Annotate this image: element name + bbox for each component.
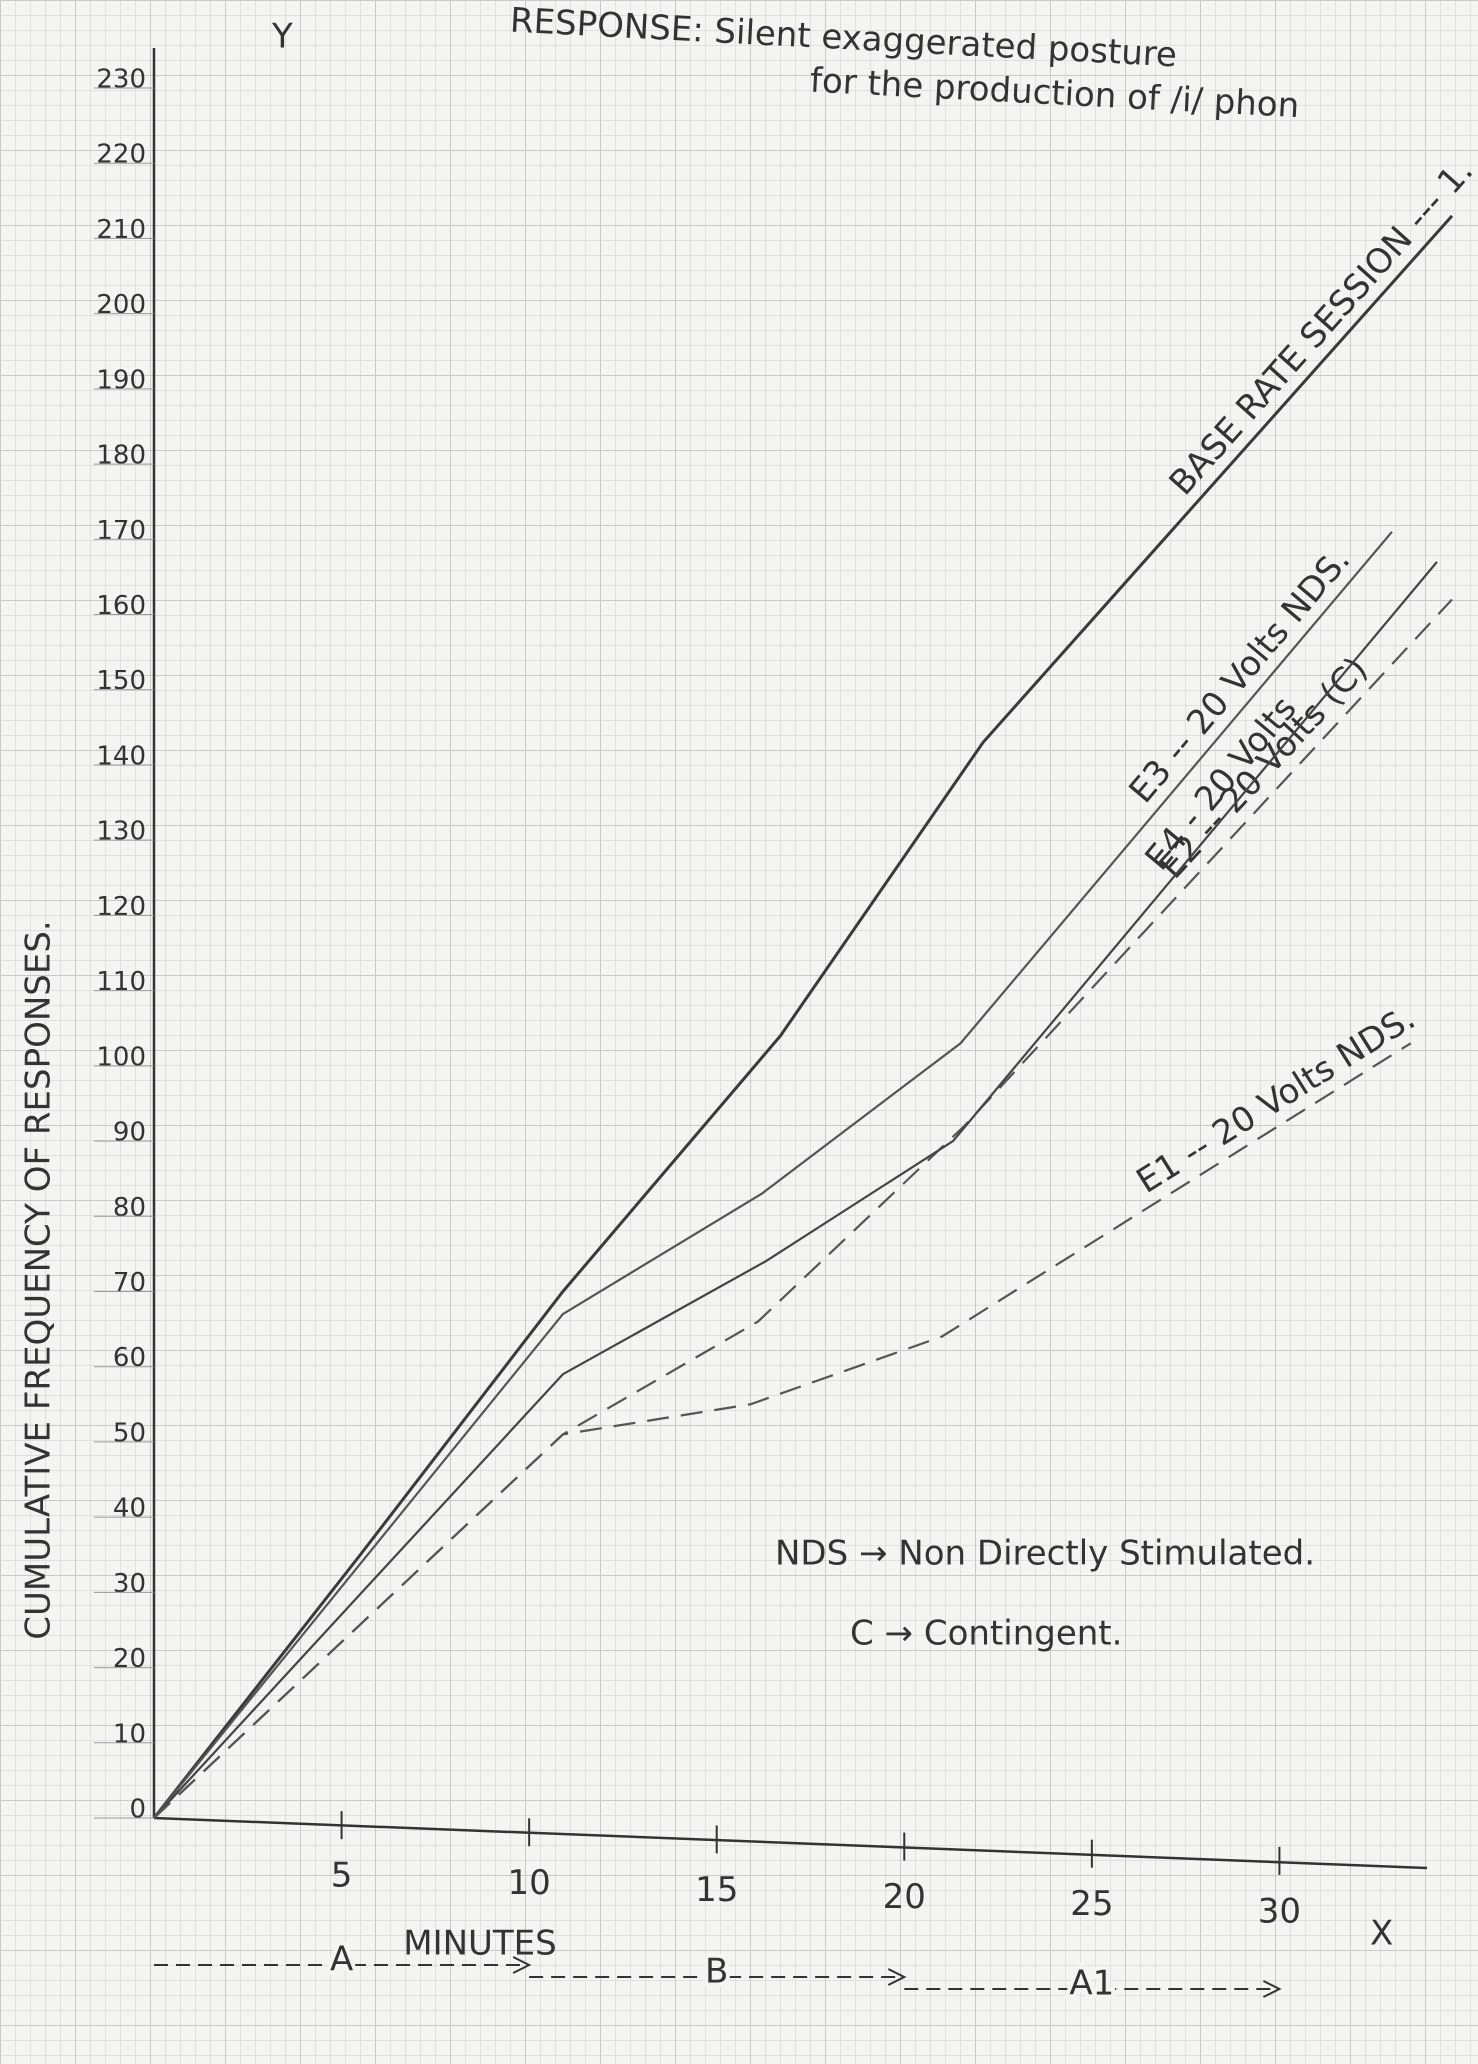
x-tick-label: 20 (883, 1877, 926, 1917)
y-tick-label: 50 (113, 1418, 146, 1448)
chart: RESPONSE: Silent exaggerated posture for… (0, 0, 1478, 2064)
page: RESPONSE: Silent exaggerated posture for… (0, 0, 1478, 2064)
note: C → Contingent. (850, 1614, 1122, 1654)
x-tick-label: 5 (331, 1856, 353, 1896)
y-tick-label: 0 (129, 1795, 146, 1825)
y-tick-label: 230 (96, 65, 146, 95)
note: NDS → Non Directly Stimulated. (775, 1534, 1315, 1574)
x-tick-label: 30 (1258, 1891, 1301, 1931)
series-line (154, 1043, 1411, 1818)
y-tick-label: 10 (113, 1719, 146, 1749)
y-tick-label: 40 (113, 1494, 146, 1524)
y-tick-label: 130 (96, 817, 146, 847)
y-tick-label: 170 (96, 516, 146, 546)
x-axis-label: MINUTES (403, 1924, 557, 1964)
y-tick-label: 200 (96, 290, 146, 320)
y-tick-label: 60 (113, 1343, 146, 1373)
phase-label: A1 (1069, 1964, 1114, 2004)
y-tick-label: 150 (96, 666, 146, 696)
x-axis-letter: X (1370, 1914, 1393, 1954)
y-tick-label: 70 (113, 1268, 146, 1298)
y-axis-label: CUMULATIVE FREQUENCY OF RESPONSES. (19, 920, 59, 1639)
y-tick-label: 190 (96, 365, 146, 395)
x-tick-label: 10 (508, 1863, 551, 1903)
y-tick-label: 180 (96, 441, 146, 471)
y-axis-letter: Y (271, 17, 293, 57)
y-tick-label: 220 (96, 140, 146, 170)
y-tick-label: 90 (113, 1118, 146, 1148)
y-tick-label: 100 (96, 1042, 146, 1072)
y-tick-label: 110 (96, 967, 146, 997)
phase-label: A (330, 1940, 353, 1980)
y-tick-label: 210 (96, 215, 146, 245)
phase-label: B (705, 1952, 728, 1992)
y-tick-label: 20 (113, 1644, 146, 1674)
x-tick-label: 25 (1070, 1884, 1113, 1924)
y-tick-label: 120 (96, 892, 146, 922)
y-tick-label: 80 (113, 1193, 146, 1223)
y-tick-label: 30 (113, 1569, 146, 1599)
series-label: BASE RATE SESSION --- 1. (1162, 151, 1478, 503)
x-tick-label: 15 (695, 1870, 738, 1910)
series-label: E1 -- 20 Volts NDS. (1130, 998, 1423, 1202)
chart-subtitle: for the production of /i/ phon (809, 61, 1300, 127)
y-tick-label: 140 (96, 741, 146, 771)
y-tick-label: 160 (96, 591, 146, 621)
